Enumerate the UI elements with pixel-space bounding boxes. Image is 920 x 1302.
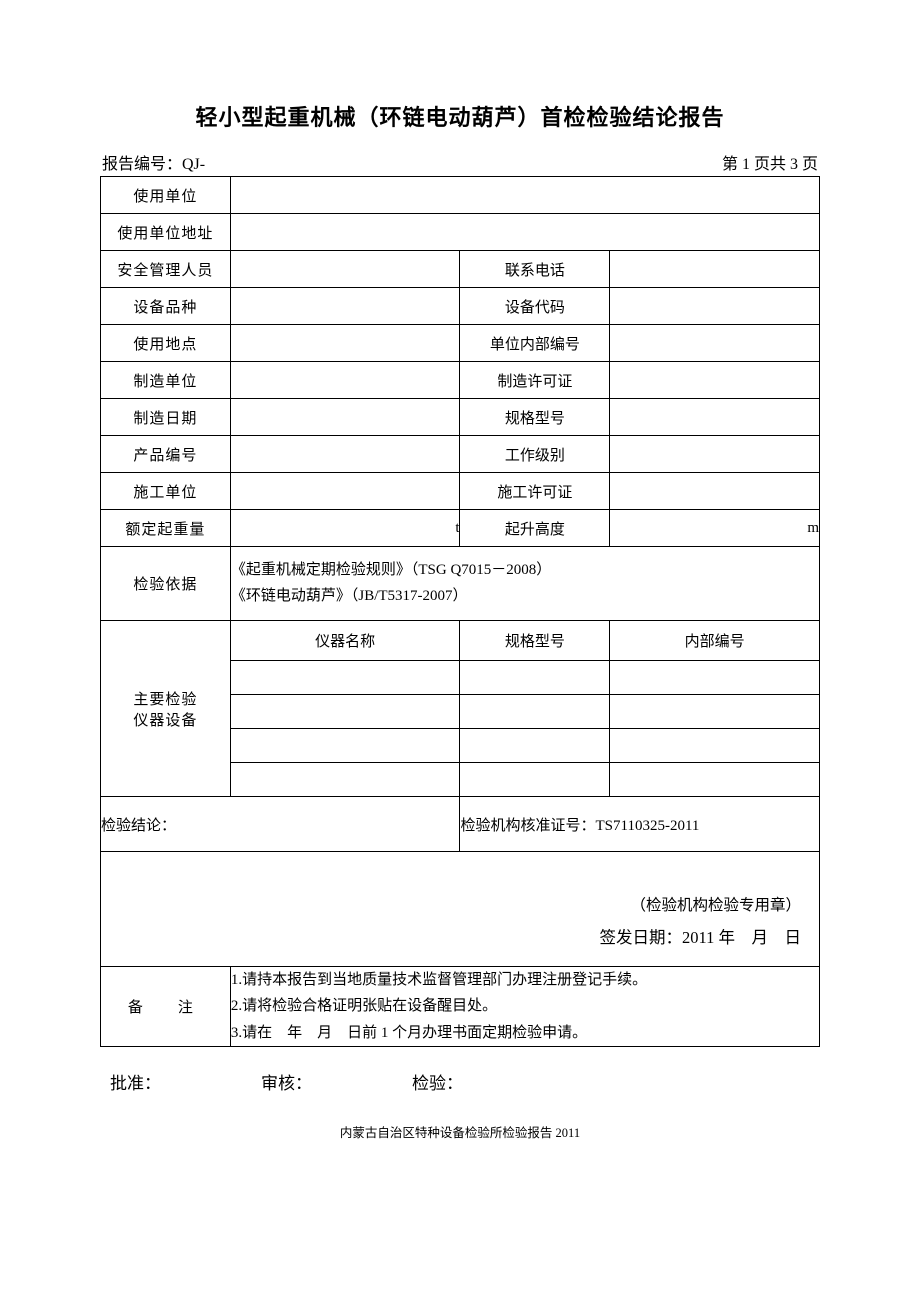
label-construction-unit: 施工单位 — [101, 473, 231, 510]
label-device-type: 设备品种 — [101, 288, 231, 325]
value-construction-unit — [230, 473, 460, 510]
table-row: 产品编号 工作级别 — [101, 436, 820, 473]
stamp-row: （检验机构检验专用章） 签发日期：2011 年 月 日 — [101, 852, 820, 967]
label-manufacturer: 制造单位 — [101, 362, 231, 399]
label-address: 使用单位地址 — [101, 214, 231, 251]
conclusion-row: 检验结论： 检验机构核准证号：TS7110325-2011 — [101, 797, 820, 852]
label-mfg-license: 制造许可证 — [460, 362, 610, 399]
table-row: 使用单位地址 — [101, 214, 820, 251]
value-safety-mgr — [230, 251, 460, 288]
label-user-unit: 使用单位 — [101, 177, 231, 214]
value-rated-load: t — [230, 510, 460, 547]
report-number: 报告编号：QJ- — [102, 150, 205, 174]
label-rated-load: 额定起重量 — [101, 510, 231, 547]
table-row: 使用地点 单位内部编号 — [101, 325, 820, 362]
instrument-header-row: 主要检验 仪器设备 仪器名称 规格型号 内部编号 — [101, 621, 820, 661]
value-lift-height: m — [610, 510, 820, 547]
label-spec-model: 规格型号 — [460, 399, 610, 436]
sig-review: 审核： — [261, 1069, 312, 1094]
value-mfg-date — [230, 399, 460, 436]
label-use-location: 使用地点 — [101, 325, 231, 362]
signature-row: 批准： 审核： 检验： — [100, 1069, 820, 1094]
label-notes: 备 注 — [101, 967, 231, 1047]
value-basis: 《起重机械定期检验规则》（TSG Q7015－2008） 《环链电动葫芦》（JB… — [230, 547, 819, 621]
label-product-no: 产品编号 — [101, 436, 231, 473]
instr-col-name: 仪器名称 — [230, 621, 460, 661]
label-conclusion: 检验结论： — [101, 797, 460, 852]
label-basis: 检验依据 — [101, 547, 231, 621]
cert-number: 检验机构核准证号：TS7110325-2011 — [460, 797, 820, 852]
seal-text: （检验机构检验专用章） — [119, 890, 801, 921]
label-phone: 联系电话 — [460, 251, 610, 288]
issue-date: 签发日期：2011 年 月 日 — [119, 921, 801, 954]
value-spec-model — [610, 399, 820, 436]
label-construction-license: 施工许可证 — [460, 473, 610, 510]
instr-col-no: 内部编号 — [610, 621, 820, 661]
value-mfg-license — [610, 362, 820, 399]
page-indicator: 第 1 页共 3 页 — [722, 150, 818, 174]
header-row: 报告编号：QJ- 第 1 页共 3 页 — [100, 150, 820, 174]
value-internal-no — [610, 325, 820, 362]
value-product-no — [230, 436, 460, 473]
table-row: 施工单位 施工许可证 — [101, 473, 820, 510]
sig-inspect: 检验： — [412, 1069, 463, 1094]
value-device-type — [230, 288, 460, 325]
label-work-grade: 工作级别 — [460, 436, 610, 473]
table-row: 设备品种 设备代码 — [101, 288, 820, 325]
table-row: 制造单位 制造许可证 — [101, 362, 820, 399]
table-row: 制造日期 规格型号 — [101, 399, 820, 436]
notes-content: 1.请持本报告到当地质量技术监督管理部门办理注册登记手续。 2.请将检验合格证明… — [230, 967, 819, 1047]
value-device-code — [610, 288, 820, 325]
value-manufacturer — [230, 362, 460, 399]
label-instruments: 主要检验 仪器设备 — [101, 621, 231, 797]
value-phone — [610, 251, 820, 288]
value-use-location — [230, 325, 460, 362]
document-title: 轻小型起重机械（环链电动葫芦）首检检验结论报告 — [100, 100, 820, 132]
notes-row: 备 注 1.请持本报告到当地质量技术监督管理部门办理注册登记手续。 2.请将检验… — [101, 967, 820, 1047]
sig-approve: 批准： — [110, 1069, 161, 1094]
footer-text: 内蒙古自治区特种设备检验所检验报告 2011 — [100, 1122, 820, 1141]
label-device-code: 设备代码 — [460, 288, 610, 325]
table-row: 额定起重量 t 起升高度 m — [101, 510, 820, 547]
value-address — [230, 214, 819, 251]
basis-row: 检验依据 《起重机械定期检验规则》（TSG Q7015－2008） 《环链电动葫… — [101, 547, 820, 621]
value-user-unit — [230, 177, 819, 214]
label-internal-no: 单位内部编号 — [460, 325, 610, 362]
label-lift-height: 起升高度 — [460, 510, 610, 547]
table-row: 安全管理人员 联系电话 — [101, 251, 820, 288]
value-work-grade — [610, 436, 820, 473]
inspection-table: 使用单位 使用单位地址 安全管理人员 联系电话 设备品种 设备代码 使用地点 单… — [100, 176, 820, 1047]
label-mfg-date: 制造日期 — [101, 399, 231, 436]
table-row: 使用单位 — [101, 177, 820, 214]
instr-col-spec: 规格型号 — [460, 621, 610, 661]
label-safety-mgr: 安全管理人员 — [101, 251, 231, 288]
value-construction-license — [610, 473, 820, 510]
